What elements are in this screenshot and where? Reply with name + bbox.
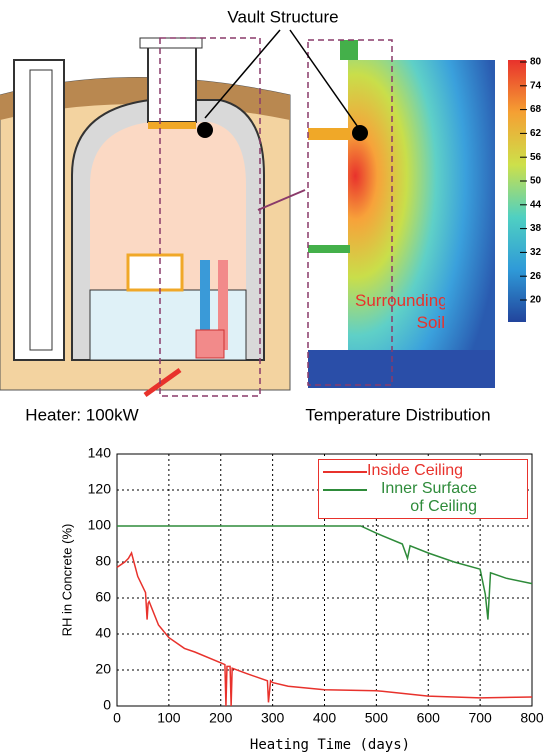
legend-entry: Inside Ceiling	[323, 462, 523, 480]
x-tick-label: 0	[113, 710, 121, 726]
colorbar	[508, 60, 526, 322]
legend-label: Inside Ceiling	[367, 462, 463, 480]
colorbar-tick-label: 26	[530, 271, 542, 282]
y-tick-label: 0	[103, 697, 111, 713]
legend-swatch	[323, 489, 367, 491]
heater-label: Heater: 100kW	[25, 405, 138, 424]
legend-entry: Inner Surface of Ceiling	[323, 480, 523, 516]
colorbar-tick-label: 20	[530, 295, 542, 306]
y-tick-label: 100	[88, 517, 112, 533]
x-tick-label: 800	[520, 710, 544, 726]
colorbar-tick-label: 38	[530, 223, 542, 234]
x-tick-label: 200	[209, 710, 233, 726]
x-tick-label: 100	[157, 710, 181, 726]
legend-label: Inner Surface of Ceiling	[367, 480, 477, 516]
colorbar-tick-label: 80	[530, 57, 542, 68]
colorbar-tick-label: 32	[530, 247, 542, 258]
colorbar-tick-label: 56	[530, 152, 542, 163]
y-tick-label: 60	[95, 589, 111, 605]
x-tick-label: 400	[313, 710, 337, 726]
x-tick-label: 700	[468, 710, 492, 726]
x-tick-label: 500	[365, 710, 389, 726]
vault-diagram	[0, 38, 305, 396]
figure: Vault Structure Heater: 100kW Temperatur…	[0, 0, 559, 756]
y-tick-label: 80	[95, 553, 111, 569]
colorbar-tick-label: 62	[530, 128, 542, 139]
y-tick-label: 40	[95, 625, 111, 641]
y-tick-label: 140	[88, 445, 112, 461]
colorbar-tick-label: 68	[530, 104, 542, 115]
soil-label: Surrounding Soil	[355, 290, 445, 334]
page: Vault Structure Heater: 100kW Temperatur…	[0, 0, 559, 756]
soil-label-box: Surrounding Soil	[355, 290, 445, 340]
colorbar-tick-label: 50	[530, 176, 542, 187]
x-tick-label: 600	[417, 710, 441, 726]
x-axis-title: Heating Time (days)	[250, 737, 410, 753]
y-tick-label: 20	[95, 661, 111, 677]
legend-swatch	[323, 471, 367, 473]
y-tick-label: 120	[88, 481, 112, 497]
colorbar-tick-label: 74	[530, 80, 542, 91]
x-tick-label: 300	[261, 710, 285, 726]
temperature-label: Temperature Distribution	[305, 405, 490, 424]
vault-label: Vault Structure	[227, 7, 338, 26]
colorbar-tick-label: 44	[530, 199, 542, 210]
y-axis-title: RH in Concrete (%)	[59, 524, 74, 637]
